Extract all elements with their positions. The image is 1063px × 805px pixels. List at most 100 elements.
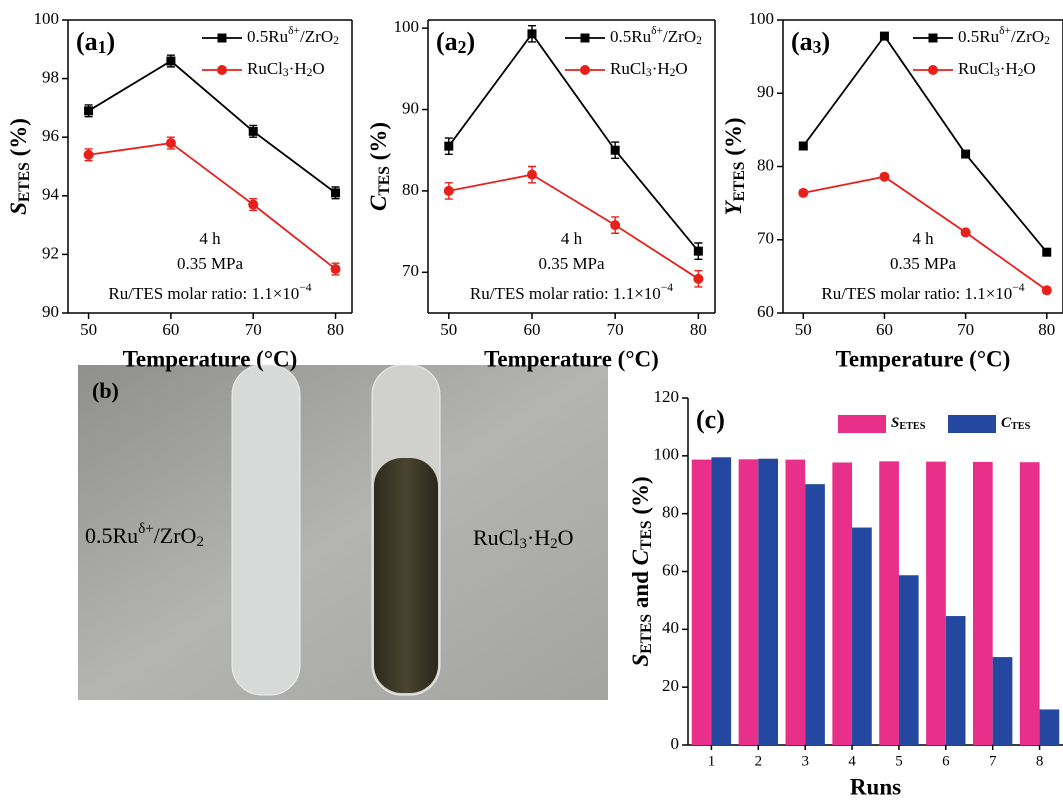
legend-marker: [929, 34, 938, 43]
y-tick-label: 92: [42, 243, 59, 262]
label-part: δ+: [999, 24, 1011, 37]
marker: [248, 200, 258, 210]
label-part: (%): [6, 118, 31, 162]
label-part: and: [628, 565, 653, 614]
label-part: δ+: [288, 24, 300, 37]
x-tick-label: 2: [755, 753, 763, 769]
bar: [879, 461, 899, 745]
label-part: 0.5Ru: [85, 523, 138, 548]
label-part: ): [822, 27, 831, 56]
bar: [946, 616, 966, 745]
label-part: ETES: [731, 161, 748, 201]
y-axis-label: CTES (%): [366, 122, 393, 211]
label-part: 0.35 MPa: [890, 254, 957, 273]
label-part: ·H: [289, 59, 307, 78]
label-part: O: [1023, 59, 1035, 78]
legend-marker: [580, 65, 590, 75]
y-tick-label: 100: [34, 9, 60, 28]
label-part: ETES: [899, 421, 925, 432]
x-axis-label: Runs: [850, 774, 901, 799]
legend-marker: [581, 34, 590, 43]
label-part: 2: [333, 34, 339, 47]
x-tick-label: 60: [162, 320, 179, 339]
y-tick-label: 20: [662, 676, 679, 695]
label-part: S: [6, 202, 31, 215]
legend-label: 0.5Ruδ+/ZrO2: [958, 24, 1050, 47]
label-part: O: [558, 525, 574, 550]
label-part: −4: [1012, 281, 1025, 294]
marker: [1042, 285, 1052, 295]
label-part: ·H: [652, 59, 670, 78]
marker: [880, 32, 889, 41]
label-part: 2: [1044, 34, 1050, 47]
x-tick-label: 80: [690, 320, 707, 339]
y-tick-label: 0: [671, 734, 680, 753]
annotation: 0.35 MPa: [890, 254, 957, 273]
y-tick-label: 100: [654, 445, 680, 464]
label-part: 2: [550, 536, 557, 552]
bar: [786, 460, 806, 745]
marker: [611, 146, 620, 155]
bar: [805, 484, 825, 745]
y-tick-label: 90: [757, 82, 774, 101]
marker: [527, 29, 536, 38]
x-tick-label: 3: [801, 753, 809, 769]
label-part: RuCl: [958, 59, 994, 78]
label-part: TES: [376, 166, 393, 196]
y-tick-label: 70: [757, 229, 774, 248]
annotation: 4 h: [912, 229, 934, 248]
x-tick-label: 70: [957, 320, 974, 339]
bar: [692, 460, 712, 745]
x-tick-label: 50: [440, 320, 457, 339]
label-part: δ+: [651, 24, 663, 37]
label-part: ETES: [638, 614, 655, 654]
label-part: ): [107, 27, 116, 56]
marker: [961, 227, 971, 237]
label-part: S: [628, 654, 653, 667]
label-part: RuCl: [473, 525, 519, 550]
x-tick-label: 80: [327, 320, 344, 339]
y-tick-label: 80: [757, 155, 774, 174]
marker: [84, 150, 94, 160]
legend-label: RuCl3·H2O: [958, 59, 1036, 79]
x-tick-label: 60: [523, 320, 540, 339]
bar: [993, 657, 1013, 745]
x-tick-label: 80: [1038, 320, 1055, 339]
y-tick-label: 98: [42, 68, 59, 87]
label-part: /ZrO: [300, 27, 333, 46]
label-part: (c): [696, 405, 725, 434]
legend-label: RuCl3·H2O: [610, 59, 688, 79]
bar: [832, 462, 852, 745]
marker: [610, 220, 620, 230]
label-part: 4 h: [561, 229, 583, 248]
y-tick-label: 90: [402, 98, 419, 117]
marker: [693, 274, 703, 284]
x-tick-label: 8: [1036, 753, 1044, 769]
bar: [1020, 462, 1040, 745]
label-part: C: [366, 195, 391, 211]
legend-label: RuCl3·H2O: [247, 59, 325, 79]
label-part: TES: [638, 520, 655, 550]
label-part: 1: [98, 37, 107, 57]
x-tick-label: 70: [607, 320, 624, 339]
label-part: Ru/TES molar ratio: 1.1×10: [821, 284, 1012, 303]
chart: 60708090100YETES (%)Temperature (°C)(a3)…: [721, 9, 1063, 371]
annotation: Ru/TES molar ratio: 1.1×10−4: [108, 281, 311, 303]
annotation: 4 h: [561, 229, 583, 248]
legend-label: CTES: [1001, 415, 1031, 432]
label-part: 2: [458, 37, 467, 57]
label-part: ·H: [527, 525, 550, 550]
label-part: C: [628, 549, 653, 565]
y-tick-label: 80: [402, 180, 419, 199]
label-part: (%): [721, 117, 746, 161]
annotation: 0.35 MPa: [177, 254, 244, 273]
label-part: 2: [196, 534, 203, 550]
y-axis-label: SETES (%): [6, 118, 33, 215]
marker: [249, 127, 258, 136]
label-part: 3: [519, 536, 526, 552]
legend-label: SETES: [891, 415, 926, 432]
marker: [84, 106, 93, 115]
label-part: 4 h: [912, 229, 934, 248]
